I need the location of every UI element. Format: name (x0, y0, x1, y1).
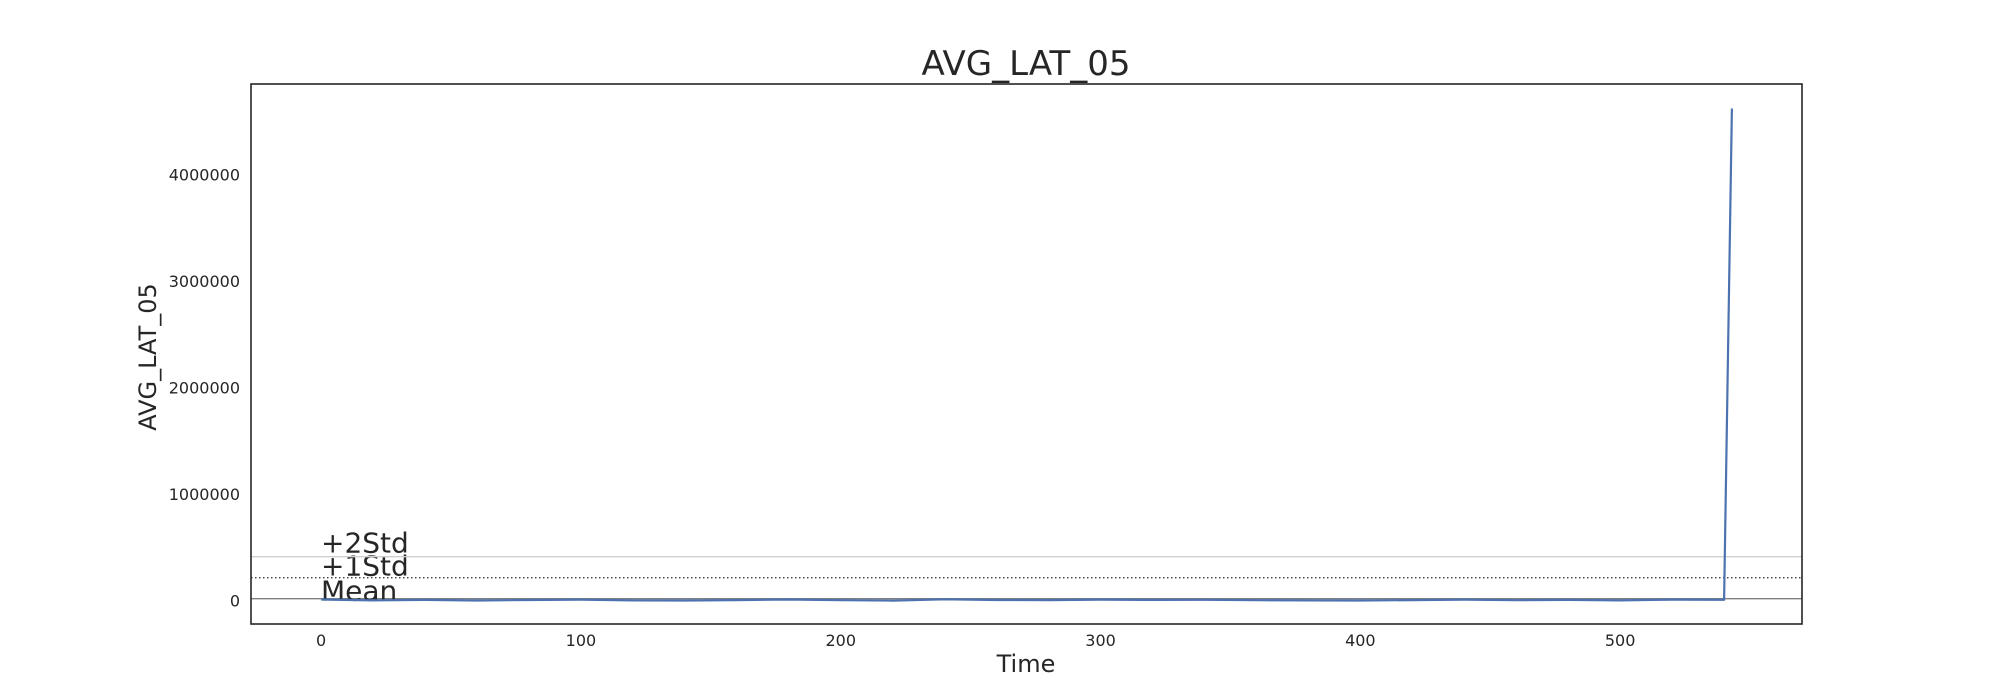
reference-label-0: Mean (321, 575, 397, 608)
x-tick-label-1: 100 (566, 631, 597, 650)
y-tick-label-4: 4000000 (169, 166, 240, 185)
plot-frame (250, 83, 1803, 625)
chart-title: AVG_LAT_05 (921, 44, 1130, 84)
reference-label-2: +2Std (321, 527, 409, 560)
series-layer (321, 108, 1733, 602)
x-tick-label-2: 200 (825, 631, 856, 650)
y-tick-label-0: 0 (230, 592, 240, 611)
series-line-0 (321, 108, 1733, 602)
x-axis-label: Time (996, 650, 1056, 678)
y-axis-ticks: 0 1000000 2000000 3000000 4000000 (169, 166, 240, 611)
x-tick-label-4: 400 (1345, 631, 1376, 650)
y-axis-label: AVG_LAT_05 (134, 283, 162, 431)
x-tick-label-0: 0 (316, 631, 326, 650)
y-tick-label-3: 3000000 (169, 272, 240, 291)
x-tick-label-5: 500 (1605, 631, 1636, 650)
x-axis-ticks: 0 100 200 300 400 500 (316, 631, 1635, 650)
x-tick-label-3: 300 (1085, 631, 1116, 650)
reference-label-1: +1Std (321, 550, 409, 583)
y-tick-label-2: 2000000 (169, 379, 240, 398)
y-tick-label-1: 1000000 (169, 485, 240, 504)
reference-lines: Mean+1Std+2Std (251, 527, 1802, 608)
